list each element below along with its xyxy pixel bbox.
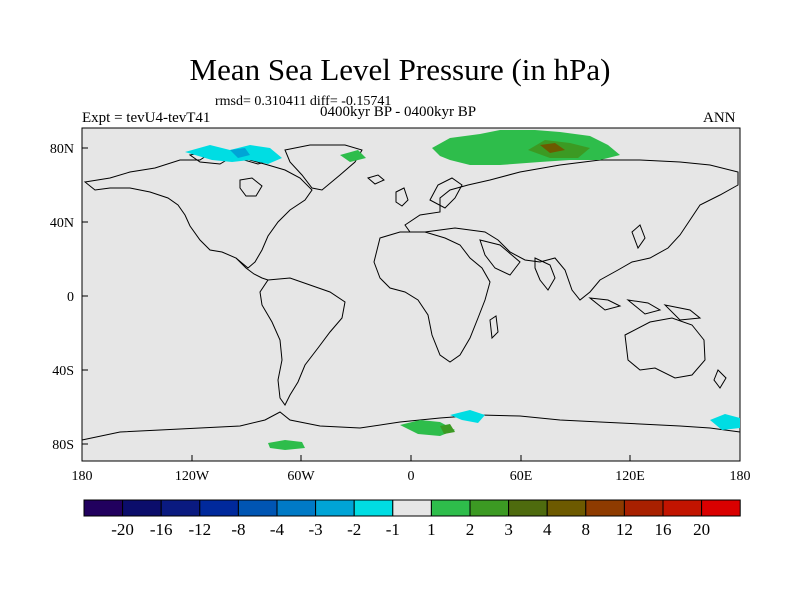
lat-label-40n: 40N (50, 216, 74, 231)
colorbar-swatch (662, 499, 703, 517)
patch-positive-antarctic (268, 440, 305, 450)
colorbar-swatch (83, 499, 124, 517)
colorbar-swatch (353, 499, 394, 517)
colorbar-label: -8 (231, 520, 245, 539)
patch-negative-canada (185, 145, 282, 164)
colorbar-swatch (160, 499, 201, 517)
colorbar-label: -2 (347, 520, 361, 539)
stats-line: rmsd= 0.310411 diff= -0.15741 (215, 94, 392, 109)
colorbar-label: -20 (111, 520, 134, 539)
patch-negative-ross (710, 414, 740, 430)
lat-label-80s: 80S (52, 438, 74, 453)
colorbar-label: 3 (504, 520, 513, 539)
colorbar-label: 16 (655, 520, 672, 539)
lon-label-180w: 180 (72, 469, 93, 484)
colorbar-swatch (623, 499, 664, 517)
colorbar-label: -12 (188, 520, 211, 539)
lon-label-60w: 60W (287, 469, 315, 484)
lat-label-40s: 40S (52, 364, 74, 379)
colorbar-swatch (392, 499, 432, 517)
difference-patches (185, 130, 740, 450)
colorbar-label: -4 (270, 520, 285, 539)
lon-label-0: 0 (408, 469, 415, 484)
colorbar-label: 12 (616, 520, 633, 539)
patch-negative-weddell (450, 410, 485, 423)
patch-positive-atlantic (340, 150, 366, 162)
lon-label-120w: 120W (175, 469, 210, 484)
latitude-axis (82, 147, 88, 445)
colorbar-swatch (469, 499, 510, 517)
lat-label-0: 0 (67, 290, 74, 305)
colorbar-label: 4 (543, 520, 552, 539)
colorbar-swatch (276, 499, 317, 517)
colorbar-label: 8 (582, 520, 591, 539)
colorbar: -20 -16 -12 -8 -4 -3 -2 -1 1 2 3 4 8 12 16 20 (83, 499, 741, 539)
colorbar-label: -16 (150, 520, 173, 539)
period-label: 0400kyr BP - 0400kyr BP (320, 104, 477, 120)
lat-label-80n: 80N (50, 142, 74, 157)
lon-label-60e: 60E (510, 469, 533, 484)
colorbar-label: -3 (309, 520, 323, 539)
map-panel (81, 127, 741, 462)
lon-label-180e: 180 (730, 469, 751, 484)
colorbar-swatch (122, 499, 162, 517)
patch-negative-canada-strong (230, 148, 250, 158)
colorbar-swatch (701, 499, 741, 517)
colorbar-swatch (199, 499, 239, 517)
patch-mixed-antarctic (400, 420, 455, 436)
colorbar-label: 20 (693, 520, 710, 539)
patch-mixed-antarctic-dark (440, 424, 455, 434)
longitude-axis (81, 455, 741, 461)
patch-positive-arctic-peak (540, 143, 565, 153)
colorbar-label: 1 (427, 520, 436, 539)
colorbar-label: -1 (386, 520, 400, 539)
colorbar-swatch (430, 499, 471, 517)
colorbar-swatch (315, 499, 355, 517)
lon-label-120e: 120E (615, 469, 645, 484)
season-label: ANN (703, 110, 736, 126)
experiment-label: Expt = tevU4-tevT41 (82, 110, 211, 126)
colorbar-swatch (585, 499, 625, 517)
colorbar-swatch (508, 499, 548, 517)
colorbar-swatch (546, 499, 587, 517)
colorbar-swatch (237, 499, 278, 517)
colorbar-label: 2 (466, 520, 475, 539)
map-title: Mean Sea Level Pressure (in hPa) (189, 52, 611, 87)
